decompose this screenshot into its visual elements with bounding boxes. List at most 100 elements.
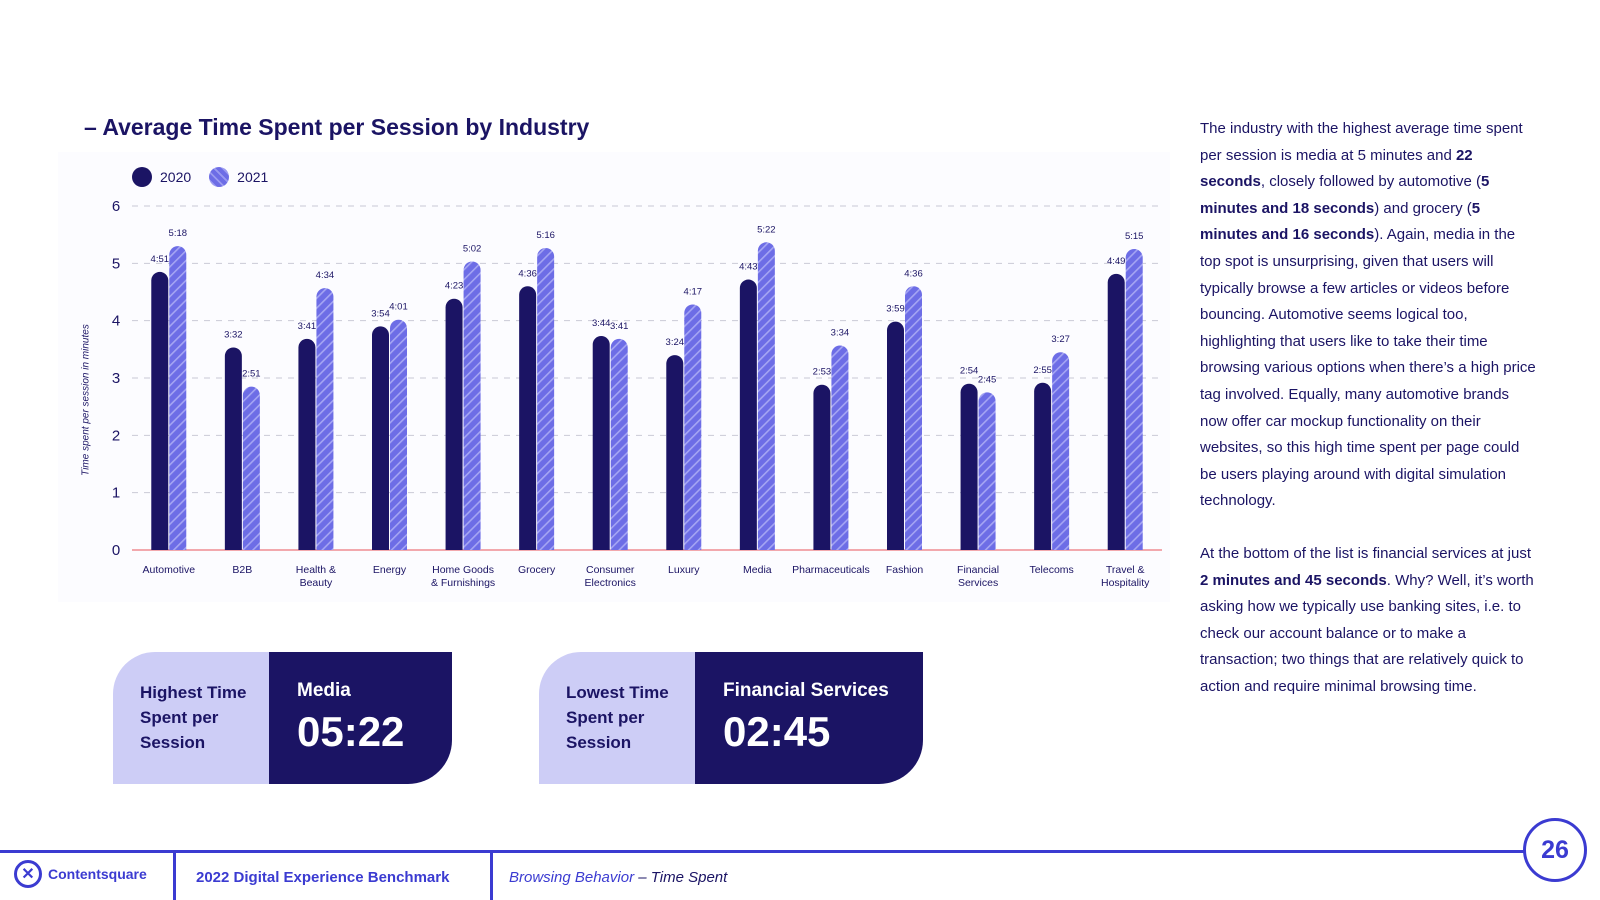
data-label-2021: 2:45 — [978, 374, 997, 385]
data-label-2021: 5:16 — [536, 230, 555, 241]
data-label-2021: 4:01 — [389, 302, 408, 313]
footer-section-sub: – Time Spent — [634, 869, 728, 886]
bar-2021 — [757, 242, 775, 551]
body-run: ) and grocery ( — [1374, 199, 1472, 217]
card-label-line: Session — [566, 733, 632, 752]
data-label-2020: 4:36 — [518, 268, 537, 279]
bar-2021 — [169, 246, 187, 550]
body-run: . Why? Well, it’s worth asking how we ty… — [1200, 571, 1534, 695]
body-run: At the bottom of the list is financial s… — [1200, 544, 1531, 562]
bar-2020 — [445, 298, 463, 550]
data-label-2020: 3:44 — [592, 318, 611, 329]
footer-divider — [173, 850, 176, 900]
card-label-line: Spent per — [566, 708, 645, 727]
body-text: The industry with the highest average ti… — [1200, 116, 1540, 726]
bar-2021 — [684, 304, 702, 550]
x-tick-label: Financial — [957, 564, 999, 576]
body-emphasis: 5 minutes and 16 seconds — [1200, 199, 1481, 244]
card-label-line: Spent per — [140, 708, 219, 727]
data-label-2020: 4:49 — [1107, 256, 1126, 267]
y-tick-label: 0 — [112, 542, 120, 559]
bar-2020 — [224, 347, 242, 550]
x-tick-label: Fashion — [886, 564, 924, 576]
x-tick-label: Travel & — [1106, 564, 1145, 576]
legend-label-2020: 2020 — [160, 169, 192, 185]
footer-rule — [0, 850, 1526, 853]
data-label-2020: 4:51 — [151, 254, 170, 265]
y-tick-label: 6 — [112, 198, 120, 215]
body-run: ). Again, media in the top spot is unsur… — [1200, 226, 1536, 510]
lowest-time-card-label: Lowest Time Spent per Session — [539, 652, 695, 784]
logo-text: Contentsquare — [48, 866, 147, 882]
legend-swatch-2020 — [132, 167, 152, 187]
card-label-line: Session — [140, 733, 206, 752]
bar-2021 — [242, 386, 260, 550]
bar-2021 — [390, 319, 407, 550]
bar-2021 — [316, 288, 334, 550]
body-run: , closely followed by automotive ( — [1260, 173, 1481, 191]
x-tick-label: Grocery — [518, 564, 556, 576]
x-tick-label: Automotive — [143, 564, 196, 576]
data-label-2020: 3:24 — [666, 337, 685, 348]
x-tick-label: Pharmaceuticals — [792, 564, 870, 576]
x-tick-label: Home Goods — [432, 564, 494, 576]
bar-2021 — [1052, 352, 1070, 550]
bar-2021 — [537, 248, 555, 550]
body-paragraph-2: At the bottom of the list is financial s… — [1200, 541, 1540, 701]
legend-item-2021: 2021 — [209, 167, 268, 187]
contentsquare-logo-icon: ✕ — [14, 860, 42, 888]
bar-2020 — [519, 286, 537, 550]
bar-2020 — [372, 326, 389, 550]
bar-2020 — [1034, 382, 1052, 550]
data-label-2021: 4:34 — [316, 270, 335, 281]
bar-2020 — [739, 279, 757, 550]
x-tick-label: Hospitality — [1101, 577, 1150, 589]
y-tick-label: 4 — [112, 313, 120, 330]
bar-2021 — [1125, 249, 1143, 550]
x-tick-label: Telecoms — [1029, 564, 1073, 576]
footer-report-title: 2022 Digital Experience Benchmark — [196, 869, 450, 886]
body-emphasis: 5 minutes and 18 seconds — [1200, 173, 1490, 217]
data-label-2020: 4:23 — [445, 281, 464, 292]
bar-2021 — [610, 338, 628, 550]
card-industry-name: Media — [297, 680, 351, 701]
x-tick-label: Health & — [296, 564, 336, 576]
x-tick-label: Luxury — [668, 564, 700, 576]
y-tick-label: 1 — [112, 485, 120, 502]
highest-time-card-label: Highest Time Spent per Session — [113, 652, 269, 784]
x-tick-label: Electronics — [585, 577, 636, 589]
data-label-2021: 3:41 — [610, 321, 629, 332]
y-tick-label: 3 — [112, 370, 120, 387]
card-label-line: Lowest Time — [566, 683, 669, 702]
x-tick-label: Media — [743, 564, 772, 576]
chart-title: – Average Time Spent per Session by Indu… — [84, 114, 590, 140]
data-label-2020: 2:54 — [960, 366, 979, 377]
bar-2020 — [960, 383, 978, 550]
body-emphasis: 2 minutes and 45 seconds — [1200, 571, 1387, 589]
body-run: The industry with the highest average ti… — [1200, 120, 1523, 164]
x-tick-label: B2B — [232, 564, 252, 576]
data-label-2021: 3:34 — [831, 327, 850, 338]
card-label-line: Highest Time — [140, 683, 247, 702]
data-label-2020: 2:55 — [1033, 365, 1052, 376]
y-axis-label: Time spent per session in minutes — [80, 324, 92, 476]
card-time-value: 02:45 — [723, 708, 831, 755]
legend-label-2021: 2021 — [237, 169, 269, 185]
data-label-2021: 5:02 — [463, 243, 482, 254]
body-paragraph-1: The industry with the highest average ti… — [1200, 116, 1540, 515]
data-label-2021: 4:36 — [904, 268, 923, 279]
chart-legend: 2020 2021 — [132, 167, 286, 187]
data-label-2020: 3:54 — [371, 308, 390, 319]
card-time-value: 05:22 — [297, 708, 405, 755]
highest-time-card: Highest Time Spent per Session Media 05:… — [113, 652, 452, 784]
lowest-time-card-value-panel: Financial Services 02:45 — [695, 652, 923, 784]
brand-logo: ✕ Contentsquare — [14, 860, 147, 888]
footer-section-title: Browsing Behavior – Time Spent — [509, 869, 727, 886]
data-label-2021: 5:22 — [757, 224, 776, 235]
bar-2020 — [666, 355, 684, 550]
bar-2021 — [978, 392, 996, 550]
bar-2020 — [887, 321, 904, 550]
x-tick-label: Energy — [373, 564, 407, 576]
highest-time-card-value-panel: Media 05:22 — [269, 652, 452, 784]
